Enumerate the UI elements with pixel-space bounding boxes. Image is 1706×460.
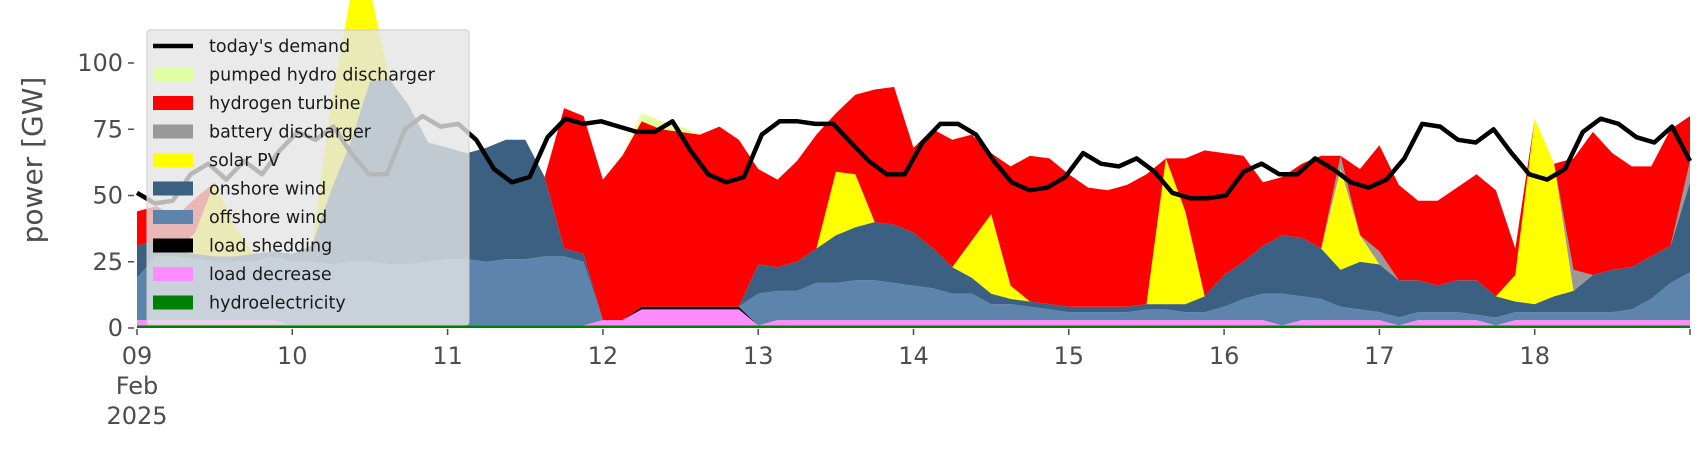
area-hydroelectricity <box>137 325 1690 328</box>
legend-label: solar PV <box>209 151 280 171</box>
x-tick-label: Feb <box>116 372 159 400</box>
legend-swatch <box>153 295 193 310</box>
legend-label: hydrogen turbine <box>209 94 361 114</box>
y-axis-title: power [GW] <box>16 77 49 244</box>
x-tick-label: 15 <box>1054 342 1085 370</box>
area-solar-pv <box>137 0 1690 321</box>
x-tick-label: 16 <box>1209 342 1240 370</box>
x-tick-label: 18 <box>1519 342 1550 370</box>
legend-label: battery discharger <box>209 123 372 143</box>
legend-swatch <box>153 267 193 281</box>
y-tick-label: 25 <box>92 248 123 276</box>
area-load-decrease <box>137 309 1690 326</box>
legend-swatch <box>153 238 193 253</box>
x-tick-label: 17 <box>1364 342 1395 370</box>
y-tick-label: 75 <box>92 115 123 143</box>
x-tick-label: 2025 <box>106 402 167 430</box>
legend-swatch <box>153 67 193 82</box>
legend-box <box>146 29 470 326</box>
x-tick-label: 14 <box>898 342 929 370</box>
legend-label: pumped hydro discharger <box>209 66 436 86</box>
legend-swatch <box>153 181 193 196</box>
y-tick-label: 100 <box>77 49 123 77</box>
x-tick-label: 11 <box>432 342 463 370</box>
area-onshore-wind <box>137 78 1690 321</box>
area-offshore-wind <box>137 256 1690 326</box>
legend-label: hydroelectricity <box>209 294 346 314</box>
y-tick-label: 50 <box>92 182 123 210</box>
legend-label: offshore wind <box>209 208 327 228</box>
legend-label: load decrease <box>209 265 332 285</box>
legend-swatch <box>153 210 193 224</box>
x-tick-label: 09 <box>122 342 153 370</box>
x-tick-label: 13 <box>743 342 774 370</box>
legend-swatch <box>153 96 193 110</box>
legend-swatch <box>153 153 193 167</box>
legend-label: onshore wind <box>209 180 326 200</box>
x-tick-label: 10 <box>277 342 308 370</box>
legend: today's demand pumped hydro discharger hyd… <box>146 29 470 326</box>
legend-swatch <box>153 124 193 139</box>
legend-label: load shedding <box>209 237 332 257</box>
x-tick-label: 12 <box>588 342 619 370</box>
legend-label: today's demand <box>209 37 350 57</box>
y-tick-label: 0 <box>108 314 123 342</box>
